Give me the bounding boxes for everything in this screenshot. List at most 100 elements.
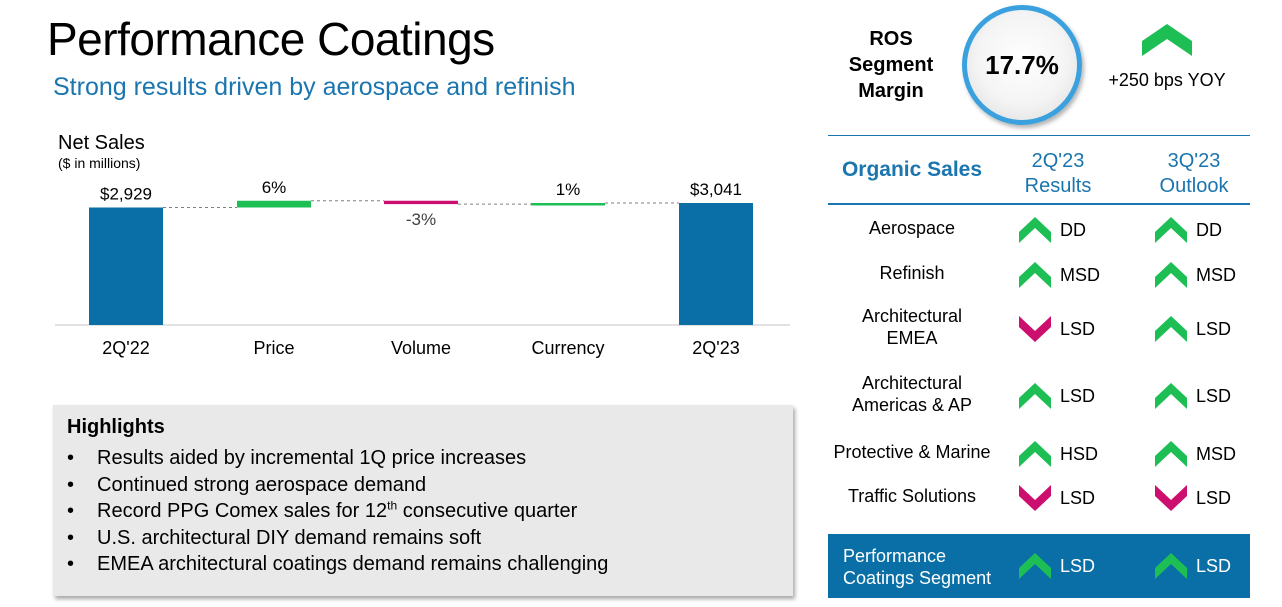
outlook-column-header: 3Q'23 Outlook <box>1134 149 1254 199</box>
down-chevron-icon <box>1019 316 1051 342</box>
growth-value: DD <box>1196 220 1222 240</box>
growth-value: MSD <box>1196 265 1236 285</box>
growth-value: LSD <box>1196 319 1232 339</box>
down-chevron-icon <box>1019 483 1051 518</box>
chart-data-label: -3% <box>406 210 436 229</box>
table-header-rule <box>828 203 1250 205</box>
up-chevron-icon <box>1019 441 1051 467</box>
up-chevron-icon <box>1155 314 1187 349</box>
page-title: Performance Coatings <box>47 13 495 65</box>
table-row-label: Protective & Marine <box>828 441 996 463</box>
row-label-line: EMEA <box>886 328 938 348</box>
ordinal-suffix: th <box>387 498 398 513</box>
organic-sales-title: Organic Sales <box>841 158 983 181</box>
down-chevron-icon <box>1019 485 1051 511</box>
header-line: Outlook <box>1159 175 1229 197</box>
chart-category-label: 2Q'23 <box>692 338 739 358</box>
chart-bar <box>89 207 163 325</box>
ros-value: 17.7% <box>985 49 1059 80</box>
chart-unit: ($ in millions) <box>58 155 141 171</box>
growth-value: DD <box>1060 220 1086 240</box>
row-label-line: Traffic Solutions <box>847 486 977 506</box>
up-chevron-icon <box>1155 383 1187 409</box>
ros-label-line: Segment <box>848 54 934 76</box>
highlights-list: Results aided by incremental 1Q price in… <box>67 445 608 578</box>
up-chevron-icon <box>1155 260 1187 295</box>
table-row-label: Architectural Americas & AP <box>828 372 996 416</box>
chart-category-label: 2Q'22 <box>102 338 149 358</box>
up-chevron-icon <box>1155 215 1187 250</box>
table-row-label: Architectural EMEA <box>828 305 996 349</box>
growth-value: LSD <box>1196 386 1232 406</box>
chart-data-label: $3,041 <box>690 180 742 199</box>
up-chevron-icon <box>1155 381 1187 416</box>
segment-label-line: Performance <box>843 546 947 566</box>
row-label-line: Aerospace <box>868 218 956 238</box>
growth-value: MSD <box>1196 444 1236 464</box>
chart-data-label: $2,929 <box>100 184 152 203</box>
up-chevron-icon <box>1019 260 1051 295</box>
table-row-label: Traffic Solutions <box>828 485 996 507</box>
growth-value: LSD <box>1060 319 1096 339</box>
up-chevron-icon <box>1019 381 1051 416</box>
growth-value: LSD <box>1196 556 1232 576</box>
up-chevron-icon <box>1155 551 1187 586</box>
up-chevron-icon <box>1142 24 1192 56</box>
ros-yoy-change: +250 bps YOY <box>1108 70 1226 90</box>
chart-category-label: Price <box>253 338 294 358</box>
chart-data-label: 6% <box>262 178 287 197</box>
list-item: U.S. architectural DIY demand remains so… <box>67 525 608 552</box>
down-chevron-icon <box>1155 485 1187 511</box>
chart-bar <box>531 203 605 206</box>
row-label-line: Americas & AP <box>851 395 973 415</box>
row-label-line: Protective & Marine <box>833 442 991 462</box>
growth-value: LSD <box>1060 488 1096 508</box>
down-chevron-icon <box>1155 483 1187 518</box>
net-sales-chart: $2,929 2Q'22 6% Price -3% Volume 1% Currency $3,… <box>55 178 790 358</box>
row-label-line: Refinish <box>879 263 945 283</box>
up-chevron-icon <box>1155 441 1187 467</box>
growth-value: MSD <box>1060 265 1100 285</box>
up-chevron-icon <box>1019 217 1051 243</box>
chart-bar <box>384 200 458 205</box>
up-chevron-icon <box>1019 383 1051 409</box>
header-line: 3Q'23 <box>1167 150 1221 172</box>
up-chevron-icon <box>1019 553 1051 579</box>
chart-data-label: 1% <box>556 180 581 199</box>
list-item: Results aided by incremental 1Q price in… <box>67 445 608 472</box>
up-chevron-icon <box>1019 551 1051 586</box>
table-row-label: Aerospace <box>828 217 996 239</box>
ros-label-line: Margin <box>858 80 924 102</box>
ros-label-line: ROS <box>869 28 913 50</box>
list-item: EMEA architectural coatings demand remai… <box>67 551 608 578</box>
chart-category-label: Volume <box>391 338 451 358</box>
list-item-text: Record PPG Comex sales for 12 <box>97 500 388 523</box>
growth-value: HSD <box>1060 444 1099 464</box>
segment-label-line: Coatings Segment <box>843 568 992 588</box>
up-chevron-icon <box>1155 262 1187 288</box>
page-subtitle: Strong results driven by aerospace and r… <box>53 73 576 101</box>
up-chevron-icon <box>1155 553 1187 579</box>
growth-value: LSD <box>1060 556 1096 576</box>
results-column-header: 2Q'23 Results <box>998 149 1118 199</box>
up-chevron-icon <box>1019 215 1051 250</box>
list-item-text: consecutive quarter <box>397 500 578 523</box>
up-chevron-icon <box>1019 262 1051 288</box>
ros-label: ROS Segment Margin <box>838 26 944 104</box>
up-chevron-icon <box>1155 439 1187 474</box>
up-chevron-icon <box>1019 439 1051 474</box>
ros-value-circle: 17.7% <box>962 5 1082 125</box>
growth-value: LSD <box>1060 386 1096 406</box>
highlights-title: Highlights <box>67 416 165 438</box>
row-label-line: Architectural <box>861 373 963 393</box>
chart-category-label: Currency <box>531 338 604 358</box>
chart-title: Net Sales <box>58 132 145 154</box>
up-chevron-icon <box>1155 316 1187 342</box>
segment-label: Performance Coatings Segment <box>843 545 991 589</box>
row-label-line: Architectural <box>861 306 963 326</box>
up-chevron-icon <box>1155 217 1187 243</box>
growth-value: LSD <box>1196 488 1232 508</box>
table-top-rule <box>828 135 1250 136</box>
header-line: Results <box>1024 175 1092 197</box>
chart-bar <box>679 203 753 325</box>
